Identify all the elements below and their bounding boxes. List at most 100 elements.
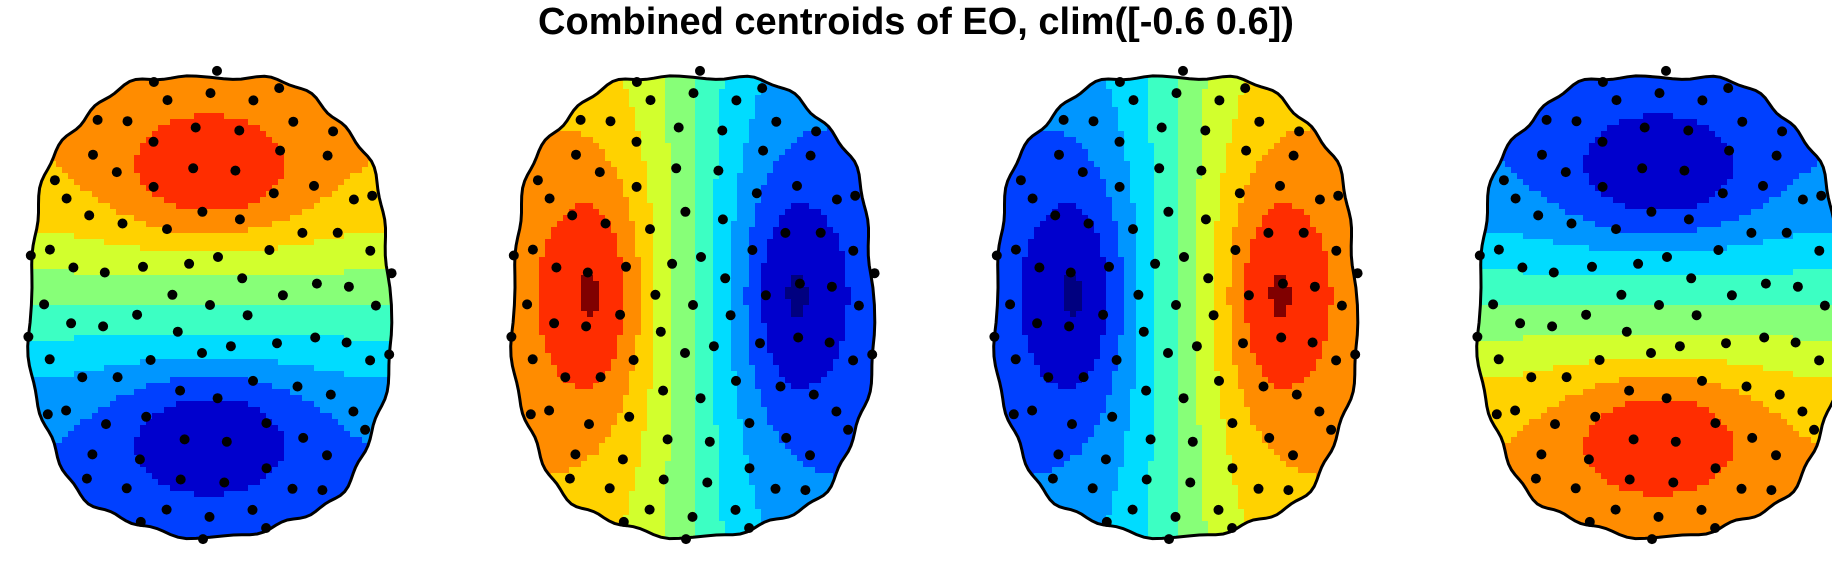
electrode-marker <box>720 273 731 284</box>
electrode-marker <box>1314 406 1325 417</box>
electrode-marker <box>175 474 186 485</box>
electrode-marker <box>1087 483 1098 494</box>
electrode-marker <box>242 310 253 321</box>
electrode-marker <box>688 300 698 310</box>
electrode-marker <box>370 300 381 311</box>
electrode-marker <box>1797 194 1808 205</box>
electrode-marker <box>42 409 53 420</box>
electrode-marker <box>850 190 861 201</box>
electrode-marker <box>1047 473 1058 484</box>
electrode-marker <box>1243 290 1254 301</box>
electrode-marker <box>1133 289 1144 300</box>
electrode-marker <box>99 267 110 278</box>
electrode-marker <box>808 389 819 400</box>
electrode-marker <box>1213 504 1224 515</box>
electrode-marker <box>92 114 103 125</box>
electrode-marker <box>631 136 642 147</box>
electrode-marker <box>1590 411 1601 422</box>
electrode-marker <box>234 125 245 136</box>
electrode-marker <box>1533 210 1544 221</box>
electrode-marker <box>1710 523 1721 533</box>
electrode-marker <box>747 245 758 255</box>
electrode-marker <box>624 411 635 422</box>
electrode-marker <box>1566 218 1577 229</box>
electrode-marker <box>532 175 543 186</box>
electrode-marker <box>44 244 55 255</box>
electrode-marker <box>219 477 230 488</box>
electrode-marker <box>1594 355 1605 365</box>
electrode-marker <box>1156 122 1167 133</box>
electrode-marker <box>1171 300 1181 310</box>
electrode-marker <box>1154 163 1165 174</box>
electrode-marker <box>1104 261 1114 272</box>
electrode-marker <box>61 405 72 416</box>
electrode-marker <box>1530 473 1541 484</box>
electrode-marker <box>1771 450 1781 461</box>
electrode-marker <box>1083 218 1094 229</box>
electrode-marker <box>77 372 88 383</box>
electrode-marker <box>1208 310 1219 321</box>
electrode-marker <box>1171 88 1182 99</box>
electrode-marker <box>343 281 354 292</box>
electrode-marker <box>162 224 172 235</box>
electrode-marker <box>87 449 98 460</box>
electrode-marker <box>1114 77 1125 87</box>
topoplot-map-1 <box>23 65 397 545</box>
electrode-marker <box>655 326 666 337</box>
electrode-marker <box>1050 210 1061 221</box>
electrode-marker <box>1771 150 1782 161</box>
electrode-marker <box>594 167 605 178</box>
electrode-marker <box>1668 477 1679 488</box>
electrode-marker <box>1005 299 1016 310</box>
electrode-marker <box>384 349 395 360</box>
electrode-marker <box>1150 258 1161 269</box>
electrode-marker <box>1717 188 1728 199</box>
electrode-marker <box>1816 190 1827 201</box>
electrode-marker <box>508 250 519 261</box>
electrode-marker <box>309 180 319 191</box>
electrode-marker <box>348 406 359 417</box>
electrode-marker <box>204 511 215 522</box>
electrode-marker <box>221 436 232 447</box>
electrode-marker <box>275 145 286 156</box>
electrode-marker <box>680 348 690 358</box>
electrode-marker <box>1724 145 1735 156</box>
electrode-marker <box>1203 273 1214 284</box>
electrode-marker <box>1145 434 1156 445</box>
electrode-marker <box>687 511 698 522</box>
electrode-marker <box>248 375 258 386</box>
electrode-marker <box>1472 331 1483 342</box>
electrode-marker <box>560 372 571 383</box>
electrode-marker <box>111 167 122 178</box>
electrode-marker <box>1196 165 1207 176</box>
electrode-marker <box>1797 406 1808 417</box>
electrode-marker <box>1721 338 1731 349</box>
electrode-marker <box>1230 245 1241 255</box>
electrode-marker <box>1747 432 1758 443</box>
electrode-marker <box>1474 250 1485 261</box>
electrode-marker <box>360 424 371 435</box>
electrode-marker <box>615 309 626 320</box>
electrode-marker <box>695 65 705 76</box>
electrode-marker <box>673 122 684 133</box>
electrode-marker <box>197 206 208 217</box>
electrode-marker <box>1610 504 1621 515</box>
electrode-marker <box>780 227 791 238</box>
electrode-marker <box>1077 167 1088 178</box>
electrode-marker <box>365 245 376 256</box>
electrode-marker <box>317 485 328 496</box>
electrode-marker <box>824 337 835 348</box>
electrode-marker <box>138 261 148 272</box>
electrode-marker <box>1616 289 1627 300</box>
electrode-marker <box>725 310 736 321</box>
electrode-marker <box>658 474 669 485</box>
electrode-marker <box>205 88 216 99</box>
electrode-marker <box>770 483 781 494</box>
electrode-marker <box>571 149 581 160</box>
electrode-marker <box>1034 262 1045 273</box>
electrode-marker <box>1654 300 1664 310</box>
electrode-marker <box>1571 116 1582 127</box>
electrode-marker <box>826 281 837 292</box>
electrode-marker <box>197 348 207 358</box>
electrode-marker <box>1584 516 1595 527</box>
